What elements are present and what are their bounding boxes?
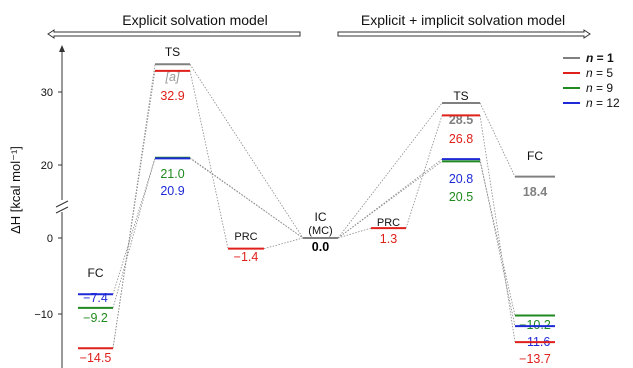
energy-value-label: 18.4 bbox=[523, 185, 547, 199]
connector-line bbox=[112, 158, 156, 295]
legend: n = 1n = 5n = 9n = 12 bbox=[563, 51, 620, 110]
legend-label: n = 9 bbox=[586, 81, 613, 95]
state-name: TS bbox=[453, 89, 468, 103]
legend-label: n = 12 bbox=[586, 96, 620, 110]
y-tick-label: −10 bbox=[34, 309, 53, 321]
energy-value-label: −10.2 bbox=[519, 318, 551, 332]
connector-line bbox=[337, 102, 443, 239]
energy-value-label: −7.4 bbox=[83, 291, 108, 305]
energy-value-label: [a] bbox=[165, 70, 180, 84]
connector-line bbox=[337, 161, 443, 239]
connector-lines bbox=[112, 64, 516, 349]
state-name: PRC bbox=[234, 231, 257, 243]
energy-value-label: 20.5 bbox=[449, 190, 473, 204]
connector-line bbox=[479, 102, 516, 177]
energy-value-label: 0.0 bbox=[312, 240, 329, 254]
axis-break-mark bbox=[55, 206, 69, 214]
section-label-explicit: Explicit solvation model bbox=[122, 12, 268, 28]
energy-value-label: 20.9 bbox=[160, 184, 184, 198]
energy-value-label: 1.3 bbox=[380, 232, 397, 246]
state-name: PRC bbox=[377, 217, 400, 229]
legend-label: n = 5 bbox=[586, 66, 613, 80]
energy-value-label: −14.5 bbox=[80, 351, 112, 365]
section-headers: Explicit solvation model Explicit + impl… bbox=[47, 12, 591, 39]
energy-levels: FC −7.4 −9.2 −14.5 TS [a] 32.9 21.0 20.9 PRC −1.4 I… bbox=[78, 45, 555, 366]
energy-value-label: −9.2 bbox=[83, 311, 108, 325]
connector-line bbox=[189, 157, 304, 239]
connector-line bbox=[112, 70, 156, 349]
connector-line bbox=[479, 159, 516, 327]
state-name: FC bbox=[88, 266, 104, 280]
y-tick-label: 30 bbox=[41, 87, 53, 99]
connector-line bbox=[337, 227, 372, 239]
connector-line bbox=[405, 115, 443, 229]
connector-line bbox=[112, 157, 156, 309]
right-section-arrow bbox=[337, 29, 591, 39]
state-name: TS bbox=[165, 45, 180, 59]
legend-label: n = 1 bbox=[586, 51, 614, 65]
y-axis-arrow bbox=[59, 45, 65, 52]
y-tick-label: 20 bbox=[41, 160, 53, 172]
energy-value-label: 26.8 bbox=[449, 132, 473, 146]
energy-value-label: 21.0 bbox=[160, 167, 184, 181]
energy-value-label: −1.4 bbox=[234, 250, 259, 264]
section-label-explicit-implicit: Explicit + implicit solvation model bbox=[361, 12, 565, 28]
state-name: (MC) bbox=[308, 225, 332, 237]
y-axis-label: ΔH [kcal mol⁻¹] bbox=[8, 146, 23, 234]
connector-line bbox=[189, 158, 304, 239]
connector-line bbox=[479, 115, 516, 343]
y-axis: −10 0 20 30 ΔH [kcal mol⁻¹] bbox=[8, 45, 69, 368]
left-section-arrow bbox=[47, 29, 301, 39]
axis-break-mark bbox=[55, 200, 69, 208]
connector-line bbox=[479, 161, 516, 316]
connector-line bbox=[189, 70, 229, 249]
state-name: IC bbox=[315, 210, 327, 224]
energy-value-label: 28.5 bbox=[449, 113, 473, 127]
state-name: FC bbox=[527, 149, 543, 163]
y-tick-label: 0 bbox=[47, 233, 53, 245]
energy-value-label: 32.9 bbox=[160, 89, 184, 103]
connector-line bbox=[263, 237, 304, 250]
energy-value-label: −13.7 bbox=[519, 352, 551, 366]
energy-value-label: 20.8 bbox=[449, 172, 473, 186]
